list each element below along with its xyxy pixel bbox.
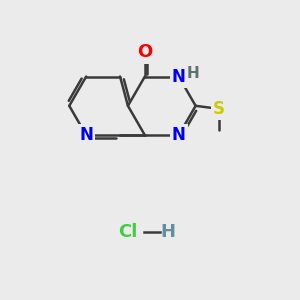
Text: Cl: Cl — [118, 224, 138, 242]
Text: S: S — [213, 100, 225, 118]
Text: O: O — [137, 44, 152, 62]
Text: H: H — [187, 66, 199, 81]
Text: N: N — [172, 126, 186, 144]
Text: N: N — [172, 68, 186, 85]
Text: N: N — [79, 126, 93, 144]
Text: H: H — [160, 224, 175, 242]
